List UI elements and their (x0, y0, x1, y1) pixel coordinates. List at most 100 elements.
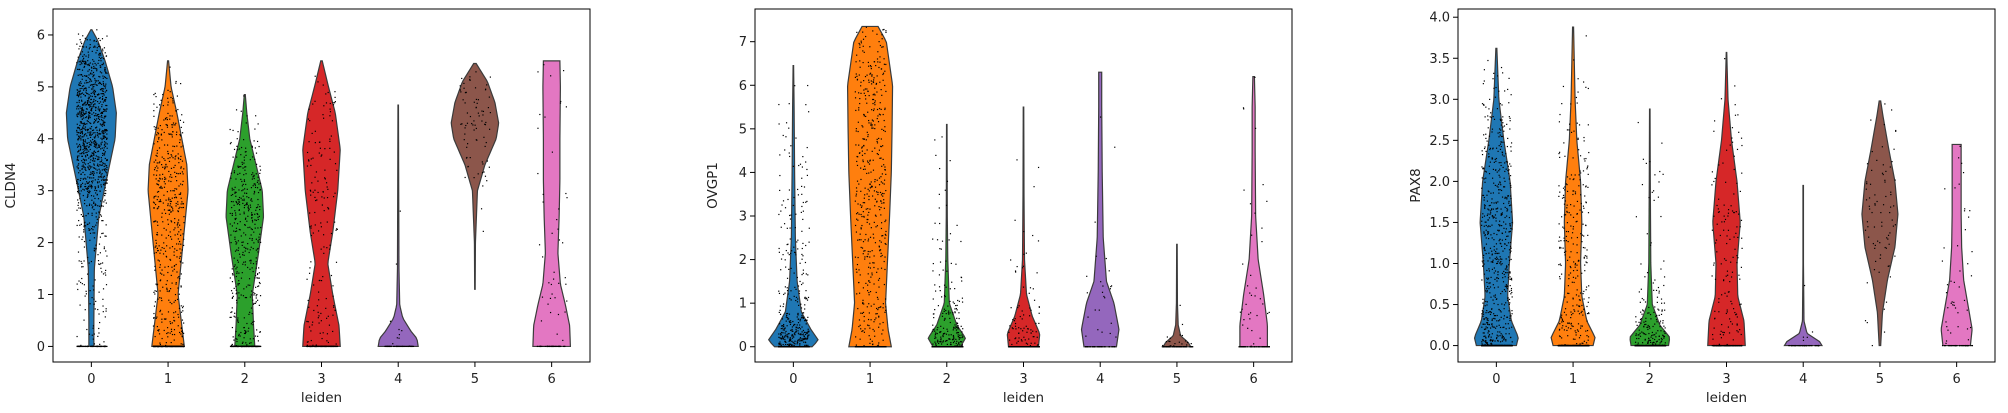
data-point (91, 297, 93, 299)
data-point (172, 208, 174, 210)
data-point (239, 335, 241, 337)
data-point (180, 333, 182, 335)
data-point (80, 148, 82, 150)
data-point (247, 242, 249, 245)
data-point (183, 238, 185, 240)
data-point (867, 318, 870, 321)
data-point (232, 156, 234, 158)
data-point (93, 167, 96, 169)
data-point (240, 166, 242, 168)
data-point (87, 64, 89, 66)
data-point (96, 49, 98, 52)
data-point (177, 313, 179, 316)
data-point (256, 273, 259, 276)
data-point (878, 315, 880, 317)
data-point (93, 104, 95, 106)
data-point (178, 185, 180, 187)
data-point (463, 82, 465, 84)
data-point (873, 266, 875, 269)
data-point (180, 273, 182, 275)
data-point (100, 262, 102, 265)
data-point (81, 132, 83, 134)
data-point (324, 148, 326, 150)
data-point (155, 283, 157, 285)
data-point (180, 343, 182, 345)
data-point (86, 273, 89, 275)
data-point (230, 200, 233, 203)
data-point (235, 195, 237, 197)
data-point (233, 189, 235, 191)
data-point (106, 159, 108, 161)
data-point (105, 171, 107, 173)
data-point (172, 102, 174, 104)
data-point (250, 294, 252, 296)
data-point (790, 267, 792, 269)
data-point (236, 203, 239, 205)
data-point (172, 270, 174, 272)
data-point (82, 142, 84, 144)
data-point (84, 149, 86, 151)
data-point (168, 209, 171, 211)
data-point (334, 163, 337, 165)
data-point (866, 131, 868, 133)
data-point (102, 63, 104, 66)
data-point (547, 345, 549, 348)
data-point (250, 246, 252, 248)
data-point (84, 309, 86, 311)
data-point (544, 345, 547, 348)
data-point (81, 114, 84, 116)
data-point (85, 159, 87, 161)
data-point (805, 244, 807, 247)
data-point (784, 149, 786, 151)
data-point (237, 165, 239, 167)
data-point (786, 334, 788, 336)
data-point (94, 140, 96, 142)
data-point (870, 171, 872, 173)
data-point (778, 342, 780, 344)
data-point (85, 88, 87, 90)
data-point (88, 204, 91, 207)
data-point (102, 84, 105, 86)
data-point (247, 248, 249, 250)
data-point (794, 251, 796, 253)
data-point (859, 204, 862, 206)
data-point (81, 238, 83, 241)
data-point (106, 345, 108, 348)
data-point (782, 337, 784, 339)
data-point (323, 117, 325, 119)
data-point (171, 266, 173, 268)
data-point (252, 176, 254, 178)
data-point (96, 29, 98, 31)
data-point (98, 168, 100, 170)
data-point (97, 106, 100, 108)
data-point (88, 48, 90, 50)
data-point (104, 100, 106, 102)
data-point (884, 84, 886, 87)
data-point (318, 152, 320, 154)
data-point (80, 345, 82, 348)
data-point (166, 191, 168, 193)
data-point (258, 304, 260, 306)
data-point (877, 307, 880, 309)
data-point (857, 121, 859, 123)
data-point (310, 261, 312, 263)
data-point (177, 277, 179, 279)
data-point (78, 163, 80, 165)
data-point (83, 66, 85, 68)
data-point (102, 298, 104, 300)
data-point (238, 201, 240, 203)
data-point (101, 204, 103, 207)
data-point (551, 345, 553, 348)
data-point (164, 178, 166, 180)
data-point (96, 94, 99, 96)
data-point (159, 343, 161, 346)
data-point (247, 226, 249, 229)
data-point (179, 206, 181, 208)
data-point (788, 254, 790, 256)
data-point (782, 325, 784, 327)
data-point (157, 196, 159, 198)
data-point (324, 177, 326, 179)
data-point (239, 345, 241, 348)
data-point (90, 66, 93, 68)
